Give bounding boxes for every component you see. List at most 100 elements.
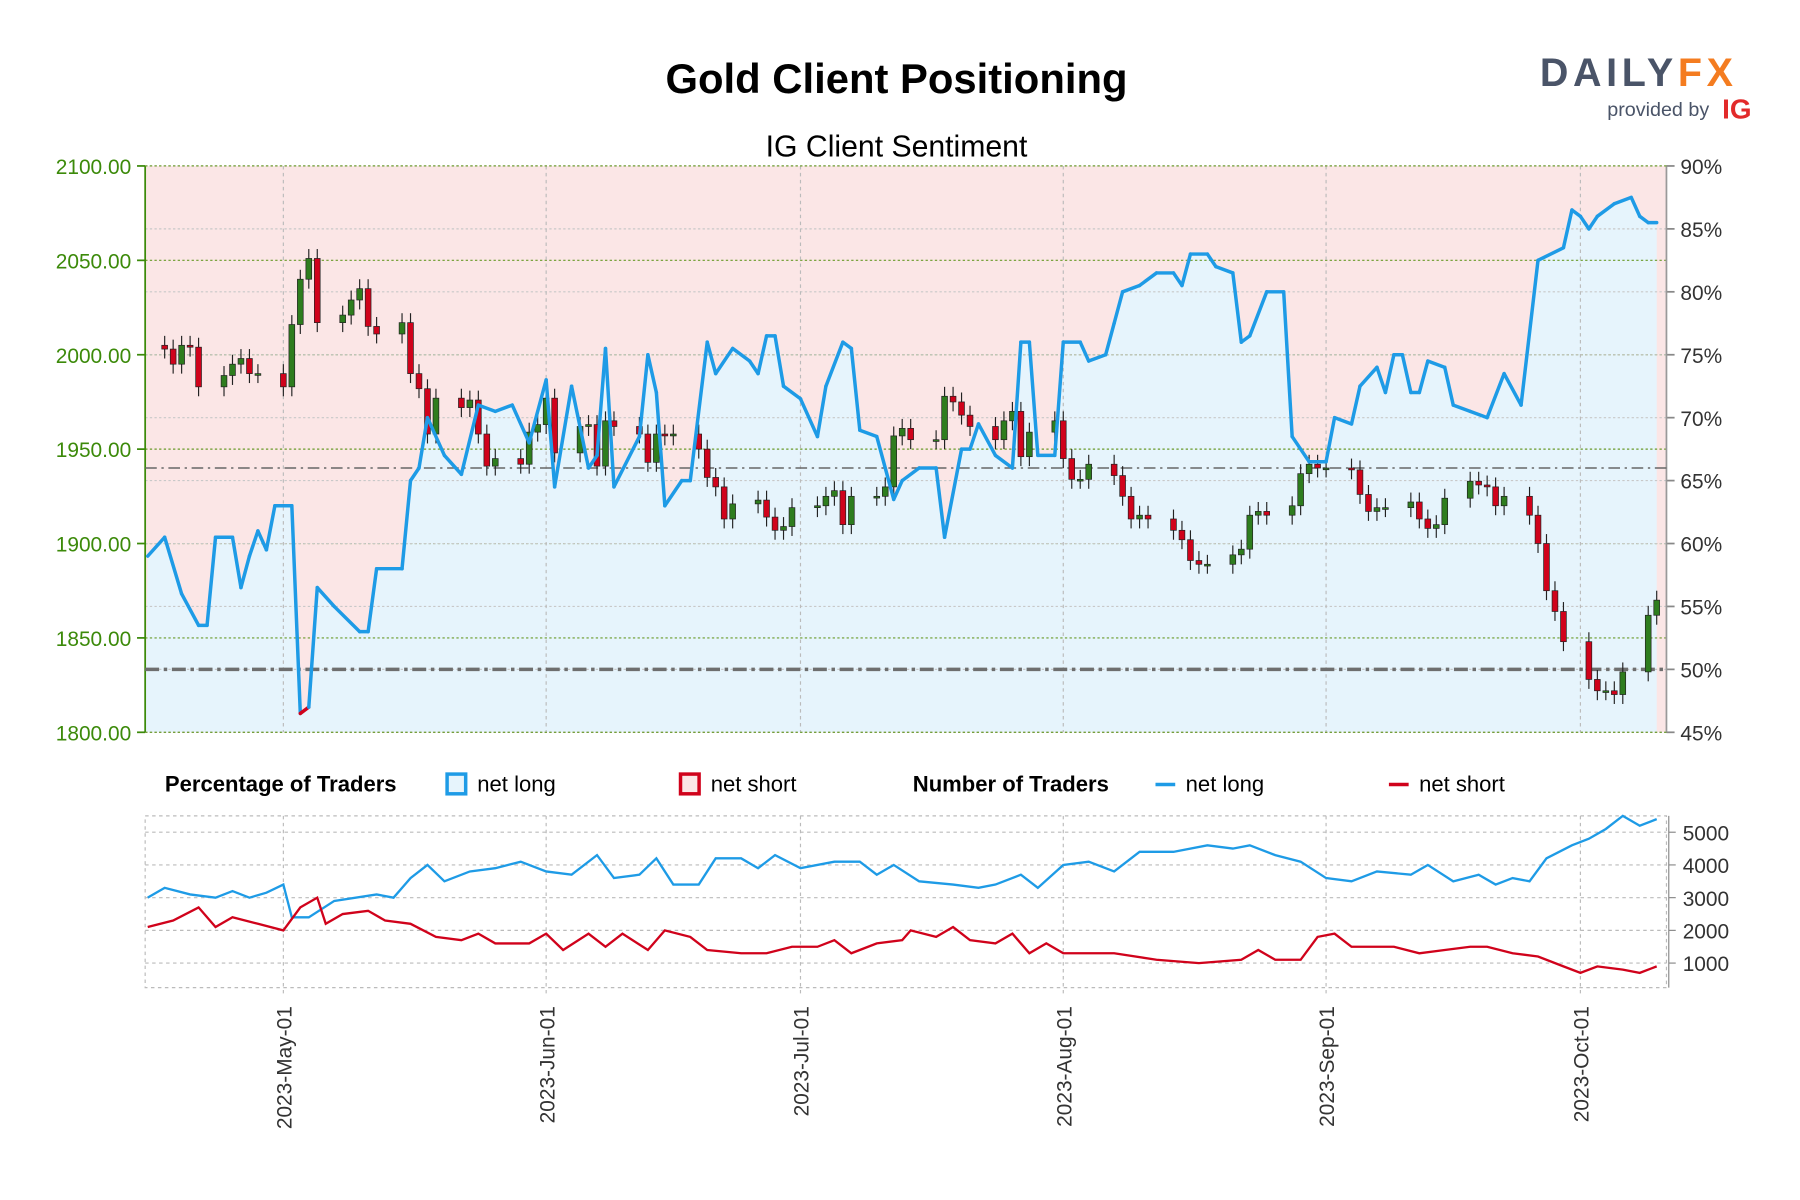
candle-body bbox=[1000, 420, 1008, 441]
date-tick-label: 2023-May-01 bbox=[273, 1006, 296, 1129]
pct-net-long-segment bbox=[264, 504, 277, 552]
candle-body bbox=[525, 431, 533, 465]
pct-net-long-segment bbox=[1231, 271, 1244, 344]
pct-net-long-segment bbox=[1375, 365, 1388, 395]
candle-body bbox=[186, 344, 194, 348]
pct-net-long-segment bbox=[1400, 352, 1413, 395]
candle-body bbox=[712, 477, 719, 488]
pct-net-long-segment bbox=[1137, 271, 1159, 288]
candle-body bbox=[644, 433, 652, 463]
candle-body bbox=[1441, 497, 1449, 525]
candle-body bbox=[161, 344, 168, 350]
pct-net-long-segment bbox=[408, 466, 421, 483]
candle-body bbox=[1365, 494, 1372, 512]
pct-net-long-segment bbox=[510, 403, 531, 445]
legend-num-long-label: net long bbox=[1186, 771, 1264, 796]
candle-body bbox=[771, 516, 779, 531]
candle-body bbox=[1492, 486, 1499, 507]
candle-body bbox=[1373, 507, 1381, 512]
chart-title: Gold Client Positioning bbox=[665, 55, 1127, 102]
pct-net-long-segment bbox=[1086, 352, 1108, 363]
logo-ig: IG bbox=[1722, 93, 1751, 124]
pct-net-long-segment bbox=[1214, 264, 1235, 275]
date-tick-label: 2023-Sep-01 bbox=[1316, 1006, 1339, 1127]
pct-net-long-segment bbox=[1171, 271, 1184, 288]
candle-body bbox=[398, 322, 406, 335]
candle-body bbox=[178, 344, 185, 365]
candle-body bbox=[1543, 543, 1550, 592]
candle-body bbox=[992, 426, 999, 441]
pct-net-long-segment bbox=[145, 535, 167, 558]
candle-body bbox=[254, 373, 262, 376]
candle-body bbox=[1178, 529, 1186, 541]
candle-body bbox=[822, 495, 830, 507]
pct-net-long-segment bbox=[1010, 340, 1023, 470]
candle-body bbox=[780, 526, 787, 531]
pct-net-long-segment bbox=[586, 453, 599, 470]
pct-net-long-segment bbox=[1053, 340, 1066, 458]
legend-pct-long-label: net long bbox=[477, 771, 555, 796]
pct-net-long-segment bbox=[595, 346, 608, 458]
candle-body bbox=[814, 505, 821, 508]
pct-net-long-segment bbox=[1120, 283, 1142, 294]
candle-body bbox=[661, 433, 669, 437]
pct-net-long-segment bbox=[1629, 195, 1642, 219]
candle-body bbox=[1204, 563, 1211, 567]
candle-body bbox=[602, 420, 609, 467]
dailyfx-logo: DAILYFX provided by IG bbox=[1540, 51, 1752, 124]
candle-body bbox=[1238, 548, 1245, 556]
candle-body bbox=[1534, 514, 1542, 544]
legend: Percentage of Traders net long net short… bbox=[165, 771, 1505, 796]
pct-net-long-segment bbox=[976, 422, 998, 458]
candle-body bbox=[534, 424, 541, 433]
traders-tick-label: 3000 bbox=[1683, 888, 1729, 911]
traders-net-long-line bbox=[147, 814, 1658, 919]
pct-net-long-segment bbox=[849, 346, 862, 432]
pct-net-long-segment bbox=[476, 403, 498, 414]
candle-body bbox=[1246, 514, 1254, 550]
pct-net-long-segment bbox=[1180, 252, 1193, 288]
candle-body bbox=[1060, 420, 1067, 459]
candle-body bbox=[1594, 679, 1601, 692]
pct-net-long-segment bbox=[934, 466, 947, 539]
pct-net-long-segment bbox=[162, 535, 184, 596]
pct-net-long-segment bbox=[1239, 334, 1252, 344]
pct-net-long-segment bbox=[688, 340, 709, 483]
price-tick-label: 2100.00 bbox=[56, 156, 131, 179]
pct-net-long-segment bbox=[773, 334, 786, 388]
candle-body bbox=[314, 258, 321, 323]
candle-body bbox=[1602, 690, 1610, 693]
candle-body bbox=[458, 397, 465, 408]
pct-tick-label: 70% bbox=[1680, 408, 1722, 431]
candle-body bbox=[1288, 505, 1296, 516]
candle-body bbox=[1483, 484, 1491, 488]
pct-net-long-segment bbox=[1248, 290, 1269, 338]
candle-body bbox=[373, 326, 380, 335]
candle-body bbox=[1466, 480, 1474, 499]
pct-net-long-segment bbox=[841, 340, 854, 351]
pct-net-long-segment bbox=[544, 378, 557, 489]
candle-body bbox=[763, 499, 770, 518]
pct-net-long-segment bbox=[824, 340, 845, 388]
chart-subtitle: IG Client Sentiment bbox=[766, 131, 1028, 164]
pct-net-long-segment bbox=[1417, 359, 1430, 395]
price-tick-label: 2000.00 bbox=[56, 345, 131, 368]
candle-body bbox=[848, 495, 855, 525]
candle-body bbox=[1382, 507, 1389, 510]
pct-net-long-segment bbox=[1595, 201, 1617, 219]
pct-tick-label: 75% bbox=[1680, 345, 1722, 368]
candle-body bbox=[881, 486, 889, 497]
candle-body bbox=[297, 278, 304, 325]
candle-body bbox=[1314, 463, 1321, 469]
candle-body bbox=[407, 322, 414, 374]
main-panel: 1800.00 1850.00 1900.00 1950.00 2000.00 2050.… bbox=[56, 156, 1722, 745]
price-tick-label: 2050.00 bbox=[56, 250, 131, 273]
candle-body bbox=[229, 363, 236, 376]
candle-body bbox=[169, 348, 177, 365]
candle-body bbox=[873, 495, 881, 499]
net-long-area bbox=[145, 197, 1657, 733]
pct-net-long-segment bbox=[858, 428, 879, 439]
pct-net-long-segment bbox=[290, 504, 303, 716]
legend-pct-short-swatch bbox=[678, 772, 701, 796]
